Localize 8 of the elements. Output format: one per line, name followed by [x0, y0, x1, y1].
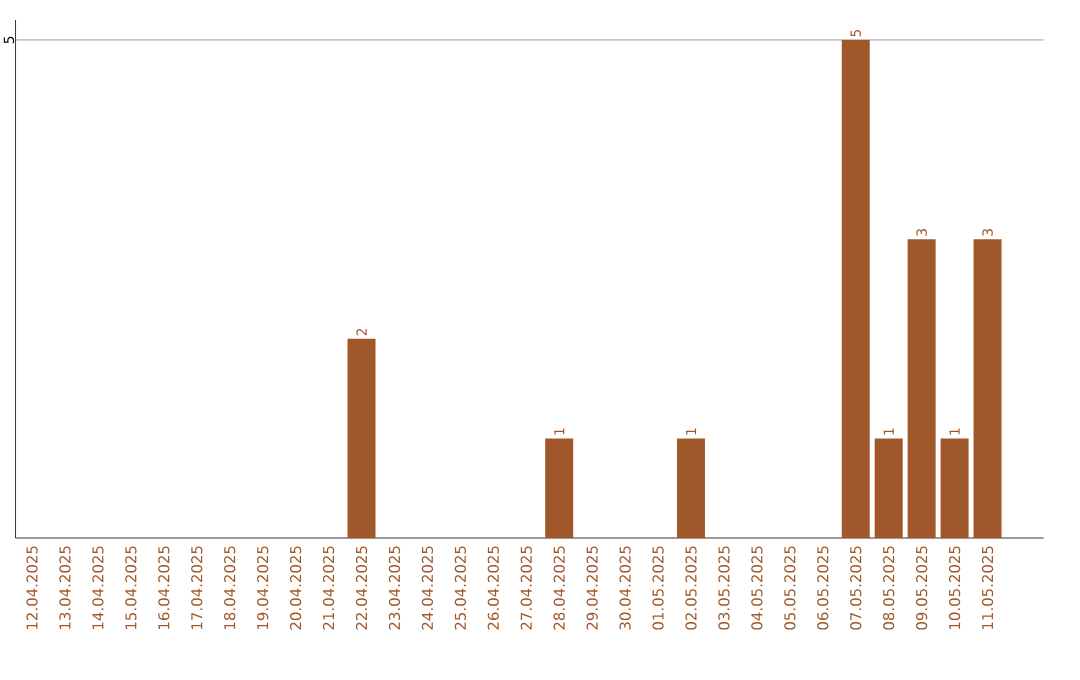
bar — [676, 438, 705, 538]
bar — [347, 338, 376, 538]
bar — [841, 39, 870, 538]
bar — [545, 438, 574, 538]
bar — [874, 438, 903, 538]
bar — [907, 239, 936, 538]
bar — [940, 438, 969, 538]
bar — [973, 239, 1002, 538]
